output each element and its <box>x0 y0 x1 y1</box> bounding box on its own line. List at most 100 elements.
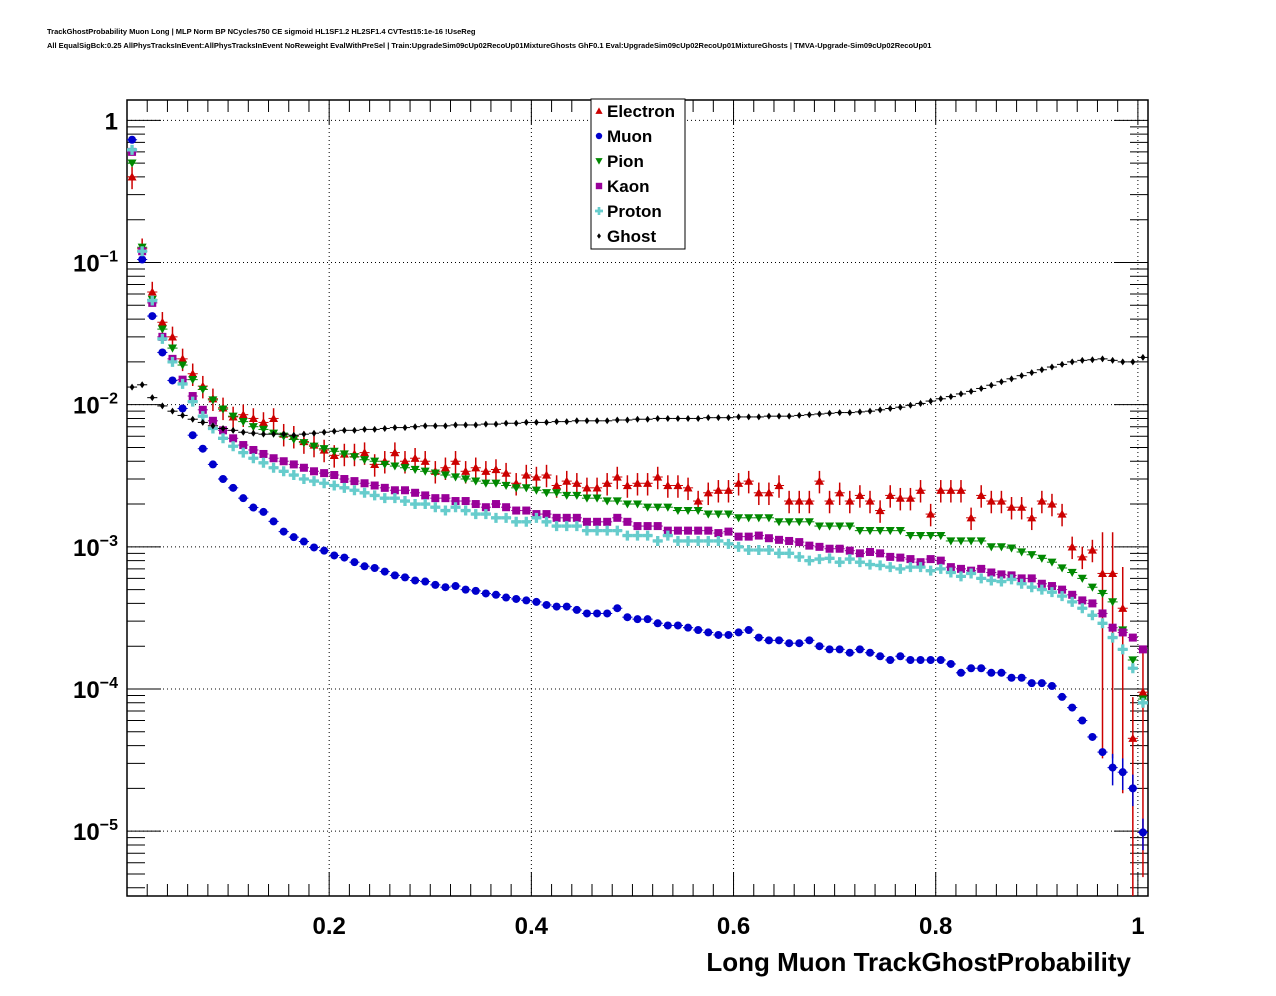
marker-triangle-up <box>633 478 642 487</box>
data-point-proton <box>592 525 603 536</box>
marker-square <box>613 513 622 522</box>
data-point-muon <box>1077 716 1088 725</box>
marker-square <box>694 526 703 535</box>
data-point-pion <box>763 514 774 523</box>
data-point-ghost <box>945 393 956 401</box>
marker-triangle-up <box>360 448 370 457</box>
marker-triangle-up <box>885 490 895 500</box>
data-point-ghost <box>379 424 390 432</box>
data-point-kaon <box>682 526 694 535</box>
marker-diamond <box>483 420 489 428</box>
data-point-kaon <box>551 513 562 522</box>
data-point-electron <box>925 503 936 527</box>
marker-square <box>1118 628 1127 637</box>
marker-plus <box>955 571 966 582</box>
marker-diamond <box>240 428 246 436</box>
marker-plus <box>602 525 613 536</box>
data-point-kaon <box>864 547 876 556</box>
marker-diamond <box>220 424 226 432</box>
series-ghost <box>127 353 1148 439</box>
data-point-muon <box>511 594 522 603</box>
marker-square <box>936 556 945 565</box>
marker-plus <box>784 548 795 559</box>
data-point-muon <box>794 639 805 648</box>
data-point-kaon <box>1117 628 1128 637</box>
y-tick-label-exponent: −4 <box>100 675 118 692</box>
data-point-electron <box>844 490 855 514</box>
marker-plus <box>713 535 724 546</box>
marker-plus <box>329 480 340 491</box>
data-point-muon <box>763 636 774 645</box>
marker-diamond <box>190 415 196 423</box>
marker-triangle-up <box>825 496 835 505</box>
marker-triangle-down <box>167 344 177 353</box>
y-tick-label: 10−1 <box>73 249 118 278</box>
data-point-muon <box>834 645 845 654</box>
marker-triangle-up <box>521 470 531 479</box>
marker-circle <box>795 639 804 648</box>
marker-circle <box>289 533 298 542</box>
data-point-pion <box>319 445 330 454</box>
data-point-ghost <box>612 416 623 424</box>
marker-circle <box>876 652 885 661</box>
marker-square <box>208 416 217 425</box>
marker-circle <box>198 444 207 453</box>
data-point-kaon <box>652 522 663 531</box>
data-point-ghost <box>490 420 502 428</box>
marker-triangle-down <box>905 531 915 541</box>
marker-triangle-up <box>814 476 824 485</box>
marker-circle <box>502 593 511 602</box>
data-point-ghost <box>228 426 239 434</box>
data-point-pion <box>602 497 613 506</box>
data-point-pion <box>248 423 259 432</box>
data-point-electron <box>450 451 461 474</box>
marker-triangle-down <box>622 500 632 509</box>
marker-circle <box>845 648 854 657</box>
x-tick-label: 0.4 <box>515 913 549 940</box>
marker-diamond <box>837 409 843 417</box>
data-point-ghost <box>794 411 805 419</box>
marker-square <box>1058 585 1067 594</box>
marker-triangle-up <box>895 493 905 502</box>
data-point-electron <box>682 477 694 501</box>
data-point-muon <box>804 636 815 645</box>
data-point-ghost <box>1117 358 1128 366</box>
marker-triangle-down <box>248 423 258 432</box>
marker-diamond <box>1069 358 1075 366</box>
data-point-ghost <box>723 414 734 422</box>
data-point-pion <box>824 522 835 531</box>
data-point-pion <box>592 494 603 503</box>
marker-circle <box>431 580 440 589</box>
marker-triangle-down <box>895 527 905 536</box>
marker-circle <box>1037 679 1046 688</box>
data-point-ghost <box>1016 372 1027 380</box>
data-point-ghost <box>1036 366 1047 374</box>
legend-label: Kaon <box>607 177 650 196</box>
data-point-electron <box>1006 496 1017 520</box>
marker-plus <box>460 505 471 516</box>
data-point-kaon <box>622 517 633 526</box>
data-point-electron <box>1016 496 1027 520</box>
data-point-muon <box>440 583 451 592</box>
data-point-kaon <box>844 546 855 555</box>
marker-plus <box>966 568 977 579</box>
marker-square <box>259 449 268 458</box>
data-point-pion <box>794 518 805 527</box>
marker-diamond <box>554 418 560 426</box>
data-point-proton <box>864 559 876 570</box>
marker-diamond <box>635 415 640 423</box>
marker-plus <box>915 562 926 573</box>
data-point-muon <box>1097 748 1108 757</box>
marker-circle <box>148 312 157 321</box>
marker-circle <box>168 376 177 385</box>
data-point-proton <box>157 333 168 344</box>
data-point-proton <box>571 521 582 532</box>
data-point-kaon <box>996 570 1007 579</box>
marker-diamond <box>624 416 630 424</box>
marker-square <box>815 542 824 551</box>
data-point-electron <box>824 490 835 514</box>
data-point-kaon <box>672 526 683 535</box>
data-point-proton <box>258 457 269 468</box>
marker-square <box>704 526 713 535</box>
